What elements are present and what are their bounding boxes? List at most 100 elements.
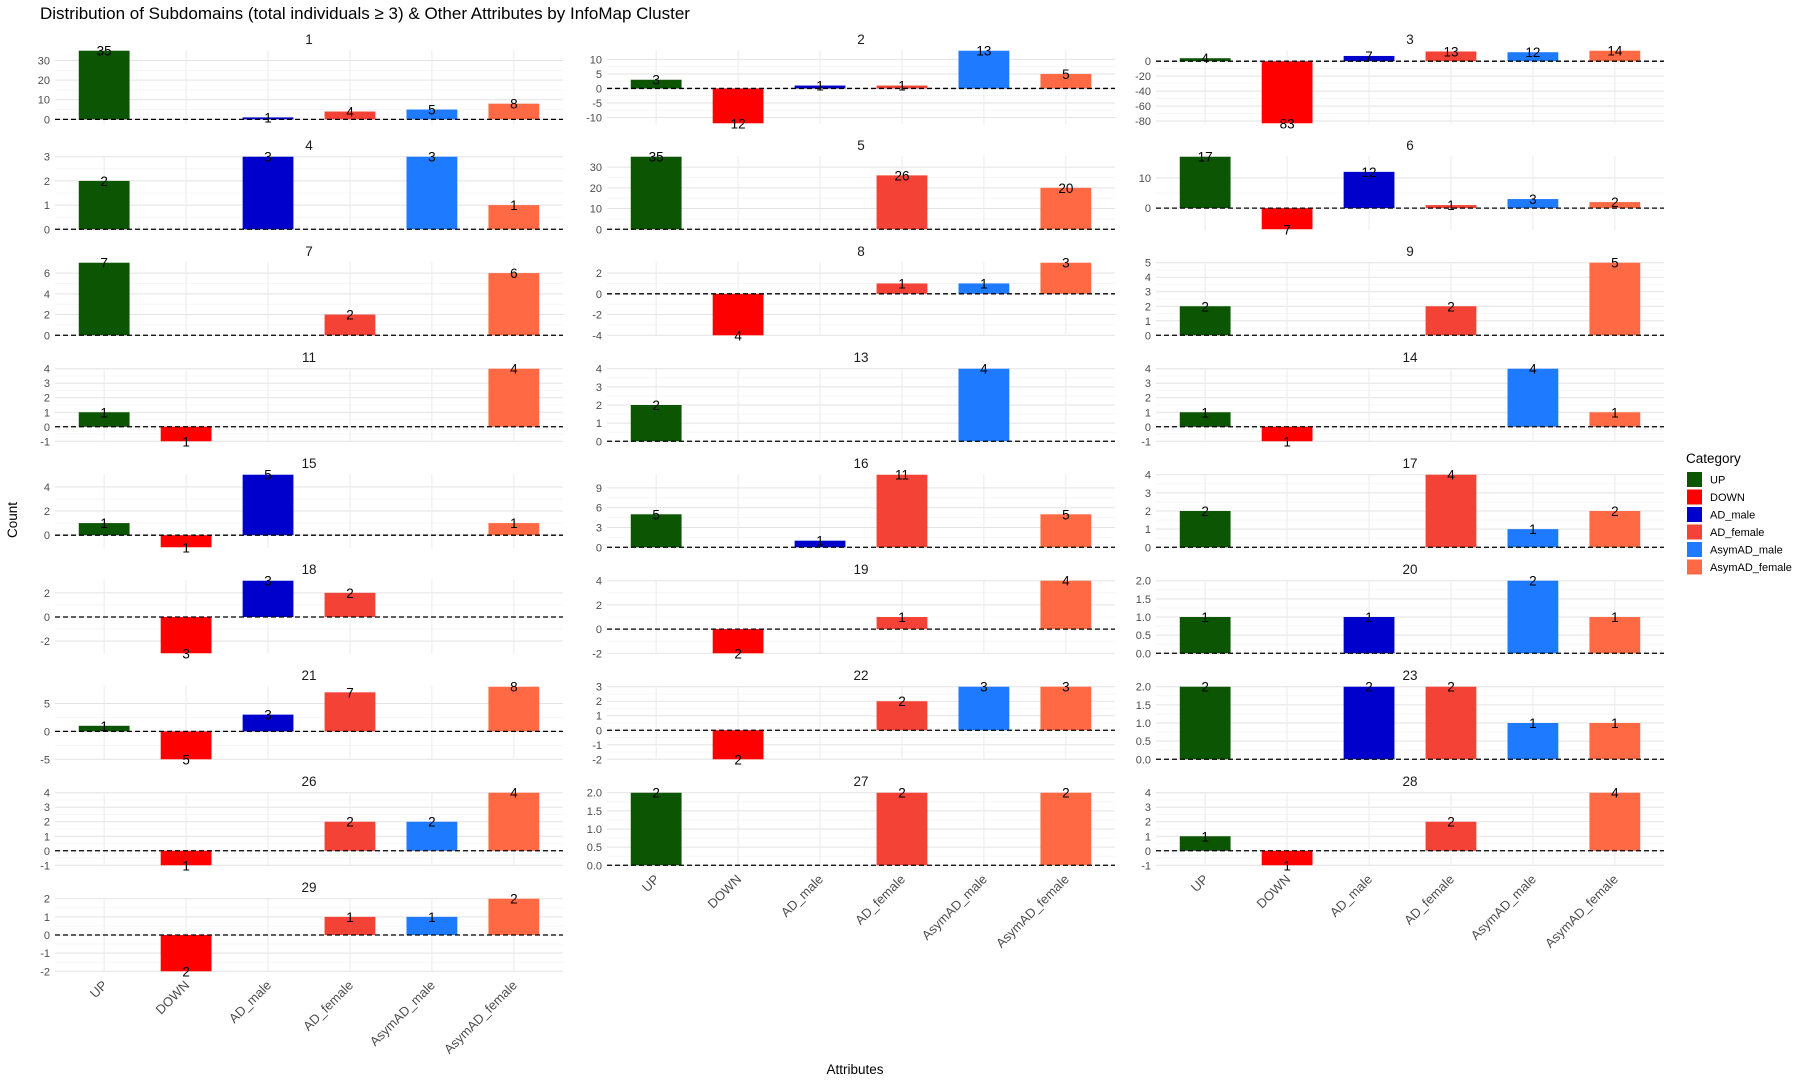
y-tick-label: 6	[44, 268, 50, 280]
bar-AsymAD_female	[1040, 514, 1092, 548]
bar-UP	[1179, 511, 1231, 548]
facet-panel-20: 20 0.0 0.5 1.0 1.5 2.0 1 1 2 1	[1136, 562, 1664, 660]
x-tick-label: AD_female	[852, 872, 908, 928]
y-tick-label: 0.5	[1136, 736, 1151, 748]
bar-AsymAD_female	[488, 273, 540, 336]
x-tick-label: AsymAD_female	[441, 978, 520, 1057]
facet-strip-label: 14	[1402, 350, 1418, 365]
bar-UP	[1179, 686, 1231, 760]
bar-UP	[78, 725, 130, 732]
bar-AsymAD_male	[1507, 529, 1559, 548]
bar-AsymAD_male	[1507, 580, 1559, 654]
y-tick-label: -5	[592, 98, 602, 110]
facet-panel-2: 2 -10 -5 0 5 10 3 12 1 1 13 5	[586, 32, 1115, 131]
data-label: 4	[980, 362, 988, 377]
y-tick-label: 0	[1145, 330, 1151, 342]
data-label: 1	[1529, 716, 1537, 731]
y-tick-label: 0	[44, 330, 50, 342]
bar-AD_female	[324, 592, 376, 617]
y-tick-label: 2	[1145, 301, 1151, 313]
y-tick-label: 2	[596, 400, 602, 412]
bar-AsymAD_male	[958, 50, 1010, 89]
bar-AsymAD_male	[406, 916, 458, 935]
data-label: 1	[1283, 434, 1291, 449]
y-tick-label: -2	[592, 754, 602, 766]
y-tick-label: 1.0	[1136, 718, 1151, 730]
bar-AD_female	[1425, 686, 1477, 760]
data-label: 8	[510, 97, 518, 112]
facet-panel-27: 27 0.0 0.5 1.0 1.5 2.0 2 2 2 UP DOWN AD_male AD_fema…	[587, 774, 1115, 951]
facet-strip-label: 7	[305, 244, 313, 259]
y-tick-label: -80	[1135, 116, 1151, 128]
data-label: 2	[652, 398, 660, 413]
legend-title: Category	[1686, 451, 1741, 466]
y-tick-label: 0	[596, 542, 602, 554]
data-label: 2	[652, 786, 660, 801]
data-label: 1	[898, 79, 906, 94]
bar-AsymAD_male	[1507, 368, 1559, 427]
bar-AD_male	[242, 580, 294, 617]
legend-swatch	[1687, 472, 1702, 487]
data-label: 1	[1447, 198, 1455, 213]
bar-DOWN	[712, 629, 764, 654]
x-tick-label: DOWN	[1253, 872, 1293, 912]
data-label: 1	[100, 516, 108, 531]
bar-AD_female	[876, 474, 928, 548]
facet-strip-label: 11	[302, 350, 316, 365]
facet-panel-23: 23 0.0 0.5 1.0 1.5 2.0 2 2 2 1 1	[1136, 668, 1664, 766]
bar-AsymAD_female	[1589, 202, 1641, 209]
y-tick-label: 2	[44, 310, 50, 322]
facet-panel-7: 7 0 2 4 6 7 2 6	[44, 244, 563, 342]
data-label: 2	[1611, 504, 1619, 519]
data-label: 5	[182, 752, 190, 767]
data-label: 7	[1365, 49, 1373, 64]
y-tick-label: 4	[596, 576, 602, 588]
facet-strip-label: 9	[1406, 244, 1414, 259]
data-label: 2	[182, 964, 190, 979]
data-label: 13	[1443, 44, 1458, 59]
y-tick-label: 10	[1139, 173, 1151, 185]
data-label: 4	[1529, 362, 1537, 377]
legend-item-AD_male: AD_male	[1687, 507, 1755, 522]
legend-label: DOWN	[1710, 492, 1745, 504]
data-label: 2	[734, 752, 742, 767]
y-tick-label: -1	[40, 860, 50, 872]
data-label: 1	[1201, 405, 1209, 420]
data-label: 2	[1365, 680, 1373, 695]
facet-strip-label: 22	[853, 668, 868, 683]
data-label: 1	[1283, 858, 1291, 873]
x-axis-label: Attributes	[826, 1062, 883, 1077]
data-label: 3	[182, 646, 190, 661]
x-tick-label: AD_female	[300, 978, 356, 1034]
bar-UP	[1179, 156, 1231, 209]
bar-AsymAD_female	[1589, 511, 1641, 548]
legend-swatch	[1687, 559, 1702, 575]
bar-AsymAD_female	[488, 368, 540, 427]
facet-strip-label: 19	[853, 562, 868, 577]
bar-AsymAD_male	[1507, 199, 1559, 209]
bar-AD_female	[324, 821, 376, 851]
x-tick-label: DOWN	[704, 872, 744, 912]
bar-DOWN	[1261, 61, 1313, 124]
data-label: 2	[1201, 504, 1209, 519]
bar-DOWN	[712, 730, 764, 760]
y-tick-label: -2	[592, 310, 602, 322]
bar-AsymAD_female	[1040, 686, 1092, 731]
bar-AD_male	[242, 156, 294, 230]
data-label: 20	[1058, 181, 1073, 196]
y-tick-label: 0	[44, 930, 50, 942]
y-tick-label: -5	[40, 754, 50, 766]
bar-AD_female	[876, 175, 928, 230]
y-tick-label: 2.0	[1136, 682, 1151, 694]
bar-AD_female	[876, 85, 928, 89]
data-label: 6	[510, 266, 518, 281]
bar-AD_male	[1343, 686, 1395, 760]
facet-panel-18: 18 -2 0 2 3 3 2	[40, 562, 563, 661]
data-label: 3	[980, 680, 988, 695]
data-label: 1	[182, 540, 190, 555]
data-label: 11	[895, 468, 909, 483]
data-label: 2	[898, 694, 906, 709]
bar-AsymAD_male	[958, 283, 1010, 294]
